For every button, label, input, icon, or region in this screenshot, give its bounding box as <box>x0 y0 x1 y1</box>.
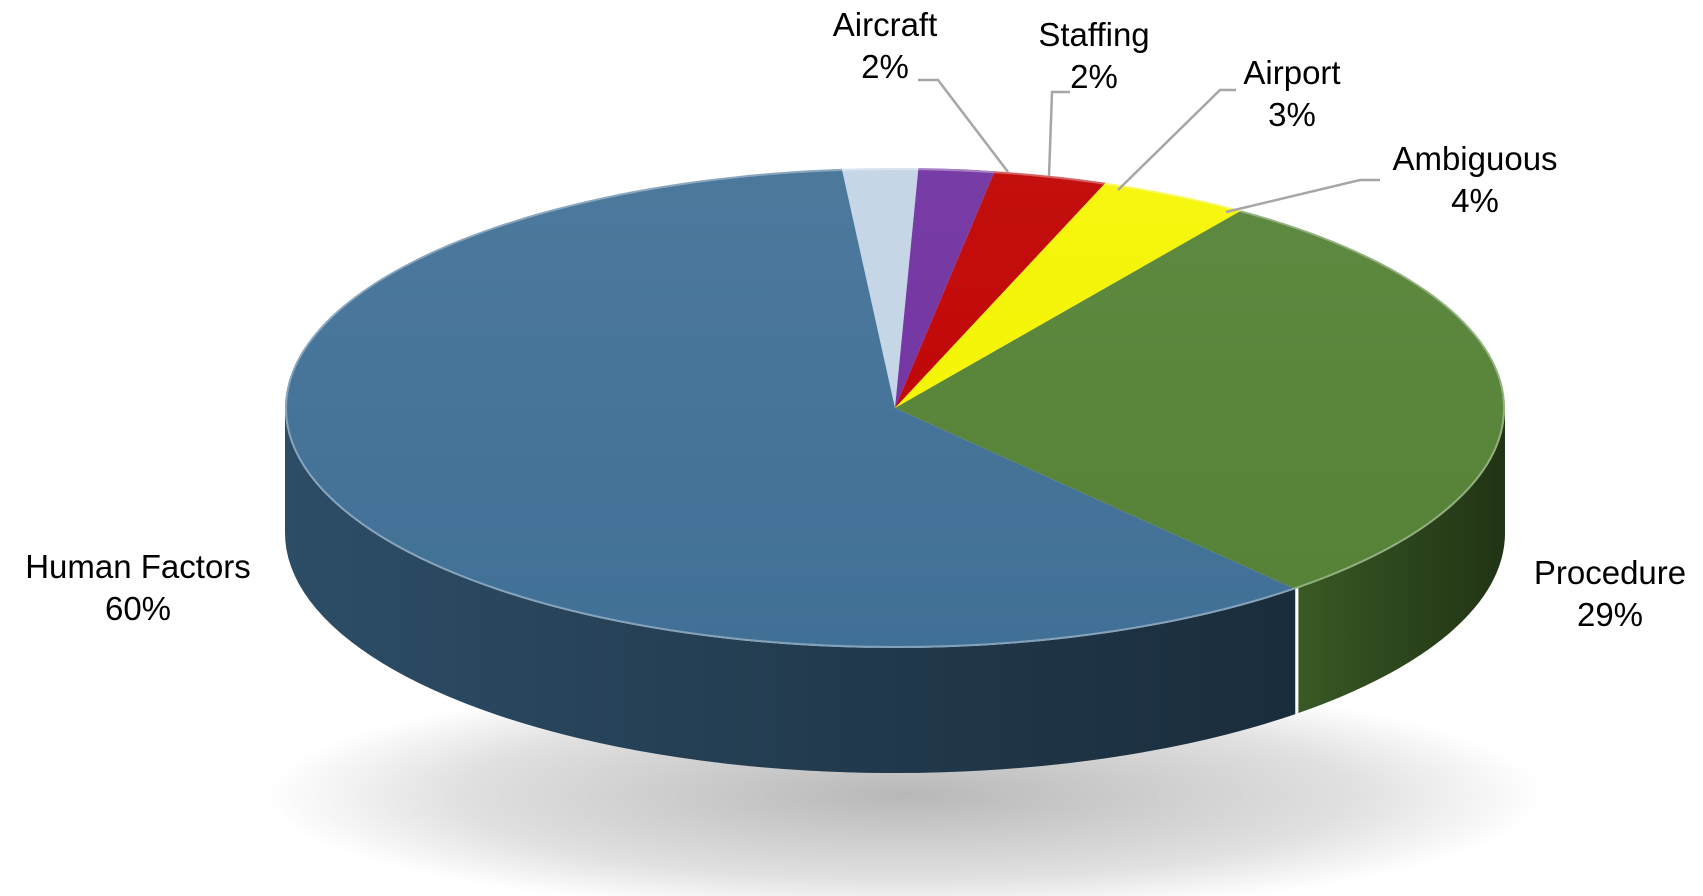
slice-label-ambiguous-percent: 4% <box>1392 180 1557 222</box>
slice-label-aircraft-name: Aircraft <box>833 4 938 46</box>
pie-top-sheen <box>285 168 1505 648</box>
slice-label-aircraft: Aircraft 2% <box>833 4 938 88</box>
slice-label-staffing-name: Staffing <box>1038 14 1149 56</box>
slice-label-ambiguous: Ambiguous 4% <box>1392 138 1557 222</box>
slice-label-aircraft-percent: 2% <box>833 46 938 88</box>
slice-label-staffing-percent: 2% <box>1038 56 1149 98</box>
pie-top-layer <box>285 168 1505 648</box>
leader-line-aircraft <box>918 80 1008 172</box>
leader-line-ambiguous <box>1226 180 1380 212</box>
slice-label-human-factors-name: Human Factors <box>25 546 251 588</box>
slice-label-staffing: Staffing 2% <box>1038 14 1149 98</box>
slice-label-procedure-name: Procedure <box>1534 552 1686 594</box>
slice-label-airport: Airport 3% <box>1243 52 1340 136</box>
slice-label-procedure: Procedure 29% <box>1534 552 1686 636</box>
slice-label-airport-name: Airport <box>1243 52 1340 94</box>
leader-line-airport <box>1118 90 1236 190</box>
slice-label-ambiguous-name: Ambiguous <box>1392 138 1557 180</box>
slice-label-human-factors: Human Factors 60% <box>25 546 251 630</box>
slice-label-procedure-percent: 29% <box>1534 594 1686 636</box>
slice-label-airport-percent: 3% <box>1243 94 1340 136</box>
slice-label-human-factors-percent: 60% <box>25 588 251 630</box>
leader-line-staffing <box>1049 92 1070 176</box>
